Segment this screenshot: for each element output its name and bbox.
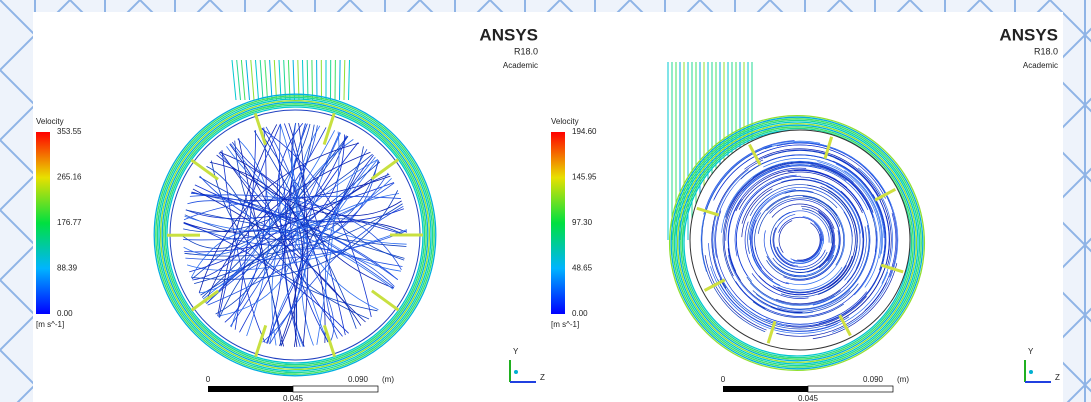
axis-y-label: Y (1028, 347, 1034, 356)
scale-mid: 0.045 (798, 394, 819, 402)
legend-tick: 97.30 (572, 218, 593, 227)
inlet-line (340, 60, 341, 100)
axis-y-label: Y (513, 347, 519, 356)
legend-tick: 176.77 (57, 218, 82, 227)
scale-end: 0.090 (863, 375, 884, 384)
axis-z-label: Z (1055, 373, 1060, 382)
logo-edition: Academic (1023, 61, 1058, 70)
colorbar (36, 132, 50, 314)
legend-tick: 88.39 (57, 264, 78, 273)
scale-bar-dark (208, 386, 293, 392)
legend-tick: 0.00 (572, 309, 588, 318)
legend-tick: 353.55 (57, 127, 82, 136)
logo-version: R18.0 (514, 46, 538, 56)
scale-mid: 0.045 (283, 394, 304, 402)
axis-x (1029, 370, 1033, 374)
legend-tick: 265.16 (57, 173, 82, 182)
legend-tick: 48.65 (572, 264, 593, 273)
colorbar (551, 132, 565, 314)
inlet-line (312, 60, 313, 100)
scale-unit: (m) (897, 375, 909, 384)
logo-brand: ANSYS (999, 25, 1058, 44)
axis-x (514, 370, 518, 374)
legend-tick: 194.60 (572, 127, 597, 136)
legend-unit: [m s^-1] (36, 320, 64, 329)
scale-unit: (m) (382, 375, 394, 384)
scale-start: 0 (721, 375, 726, 384)
legend-tick: 145.95 (572, 173, 597, 182)
logo-edition: Academic (503, 61, 538, 70)
axis-z-label: Z (540, 373, 545, 382)
scale-bar-light (293, 386, 378, 392)
screenshot: ANSYSR18.0AcademicVelocity353.55265.1617… (0, 0, 1091, 402)
logo-version: R18.0 (1034, 46, 1058, 56)
legend-unit: [m s^-1] (551, 320, 579, 329)
legend-title: Velocity (551, 117, 579, 126)
legend-tick: 0.00 (57, 309, 73, 318)
scale-bar-light (808, 386, 893, 392)
scale-start: 0 (206, 375, 211, 384)
logo-brand: ANSYS (479, 25, 538, 44)
scale-bar-dark (723, 386, 808, 392)
scale-end: 0.090 (348, 375, 369, 384)
legend-title: Velocity (36, 117, 64, 126)
